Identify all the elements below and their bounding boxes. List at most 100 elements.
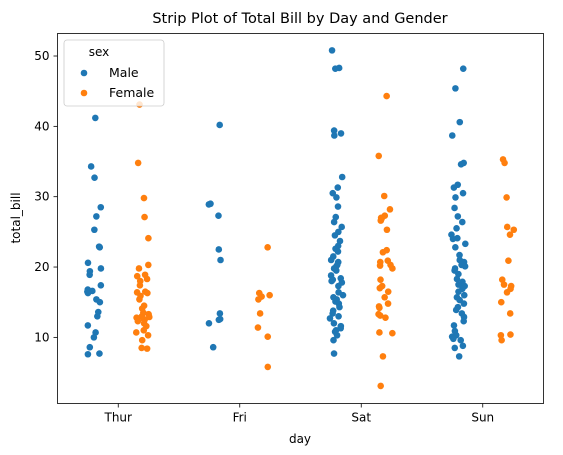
data-point-male: [84, 289, 92, 297]
data-point-female: [138, 336, 146, 344]
data-point-female: [140, 194, 148, 202]
data-point-female: [383, 226, 391, 234]
data-point-female: [379, 353, 387, 360]
data-point-male: [91, 226, 98, 234]
data-point-female: [503, 289, 511, 296]
y-axis-label: total_bill: [9, 192, 23, 243]
data-point-female: [144, 289, 151, 297]
data-point-female: [506, 231, 514, 238]
data-point-female: [376, 284, 384, 292]
data-point-male: [460, 300, 468, 307]
data-point-female: [264, 363, 272, 371]
data-point-male: [92, 114, 99, 122]
data-point-female: [264, 244, 271, 251]
data-point-male: [337, 130, 345, 137]
data-point-female: [497, 331, 505, 339]
data-point-male: [456, 118, 464, 126]
points-layer: [84, 47, 518, 390]
data-point-male: [96, 350, 103, 357]
data-point-male: [205, 201, 213, 208]
data-point-male: [459, 342, 467, 350]
data-point-female: [141, 213, 148, 221]
data-point-male: [330, 127, 338, 134]
data-point-male: [87, 163, 95, 170]
y-tick-label: 30: [34, 190, 49, 204]
data-point-male: [461, 263, 469, 270]
data-point-male: [329, 310, 336, 317]
data-point-male: [452, 244, 459, 251]
data-point-female: [132, 329, 140, 336]
data-point-male: [97, 203, 105, 211]
data-point-male: [460, 291, 468, 299]
data-point-male: [450, 322, 458, 329]
data-point-male: [451, 344, 459, 352]
data-point-male: [455, 288, 462, 295]
data-point-male: [97, 282, 105, 289]
data-point-female: [376, 262, 384, 269]
legend-box: [63, 39, 165, 107]
data-point-male: [338, 223, 346, 231]
data-point-female: [507, 331, 514, 338]
data-point-male: [454, 213, 462, 220]
data-point-female: [503, 194, 510, 201]
data-point-female: [505, 257, 512, 265]
data-point-female: [381, 293, 388, 301]
data-point-female: [384, 288, 392, 295]
data-point-male: [333, 331, 341, 339]
data-point-male: [452, 85, 459, 92]
data-point-male: [334, 203, 342, 210]
plot-frame: [57, 33, 544, 404]
data-point-female: [255, 296, 262, 303]
data-point-male: [332, 65, 339, 72]
data-point-male: [90, 334, 98, 341]
data-point-male: [84, 350, 92, 358]
data-point-male: [86, 271, 93, 279]
data-point-male: [217, 256, 224, 264]
data-point-male: [215, 246, 223, 253]
data-point-female: [136, 296, 143, 303]
data-point-female: [383, 92, 390, 100]
x-tick-label: Sun: [471, 411, 494, 425]
data-point-male: [462, 240, 469, 248]
data-point-female: [377, 276, 384, 284]
data-point-male: [97, 265, 105, 272]
x-tick-label: Sat: [351, 411, 371, 425]
data-point-male: [330, 336, 337, 344]
data-point-female: [256, 310, 264, 317]
data-point-male: [460, 317, 467, 325]
data-point-male: [339, 291, 347, 299]
data-point-female: [382, 314, 389, 321]
data-point-male: [96, 298, 104, 306]
data-point-female: [377, 217, 385, 224]
data-point-male: [452, 306, 460, 314]
y-tick-label: 40: [34, 119, 49, 133]
data-point-female: [498, 336, 505, 344]
data-point-male: [216, 310, 224, 317]
data-point-female: [254, 324, 262, 331]
data-point-female: [376, 304, 383, 312]
data-point-male: [336, 303, 343, 311]
data-point-male: [331, 132, 338, 139]
data-point-female: [375, 152, 383, 160]
data-point-male: [452, 194, 459, 201]
data-point-male: [215, 316, 223, 324]
legend-label-female: Female: [109, 85, 155, 100]
data-point-male: [93, 213, 100, 220]
data-point-male: [209, 343, 217, 351]
data-point-male: [455, 281, 462, 288]
data-point-female: [377, 382, 384, 390]
data-point-female: [501, 159, 508, 167]
data-point-male: [449, 235, 457, 243]
x-tick-label: Fri: [233, 411, 247, 425]
data-point-male: [459, 65, 467, 72]
data-point-female: [134, 159, 142, 167]
data-point-female: [379, 248, 387, 256]
data-point-female: [135, 265, 143, 272]
data-point-female: [143, 275, 151, 283]
data-point-male: [91, 174, 98, 181]
data-point-female: [145, 261, 152, 269]
data-point-male: [459, 189, 467, 197]
data-point-male: [453, 275, 461, 283]
data-point-female: [497, 298, 505, 306]
